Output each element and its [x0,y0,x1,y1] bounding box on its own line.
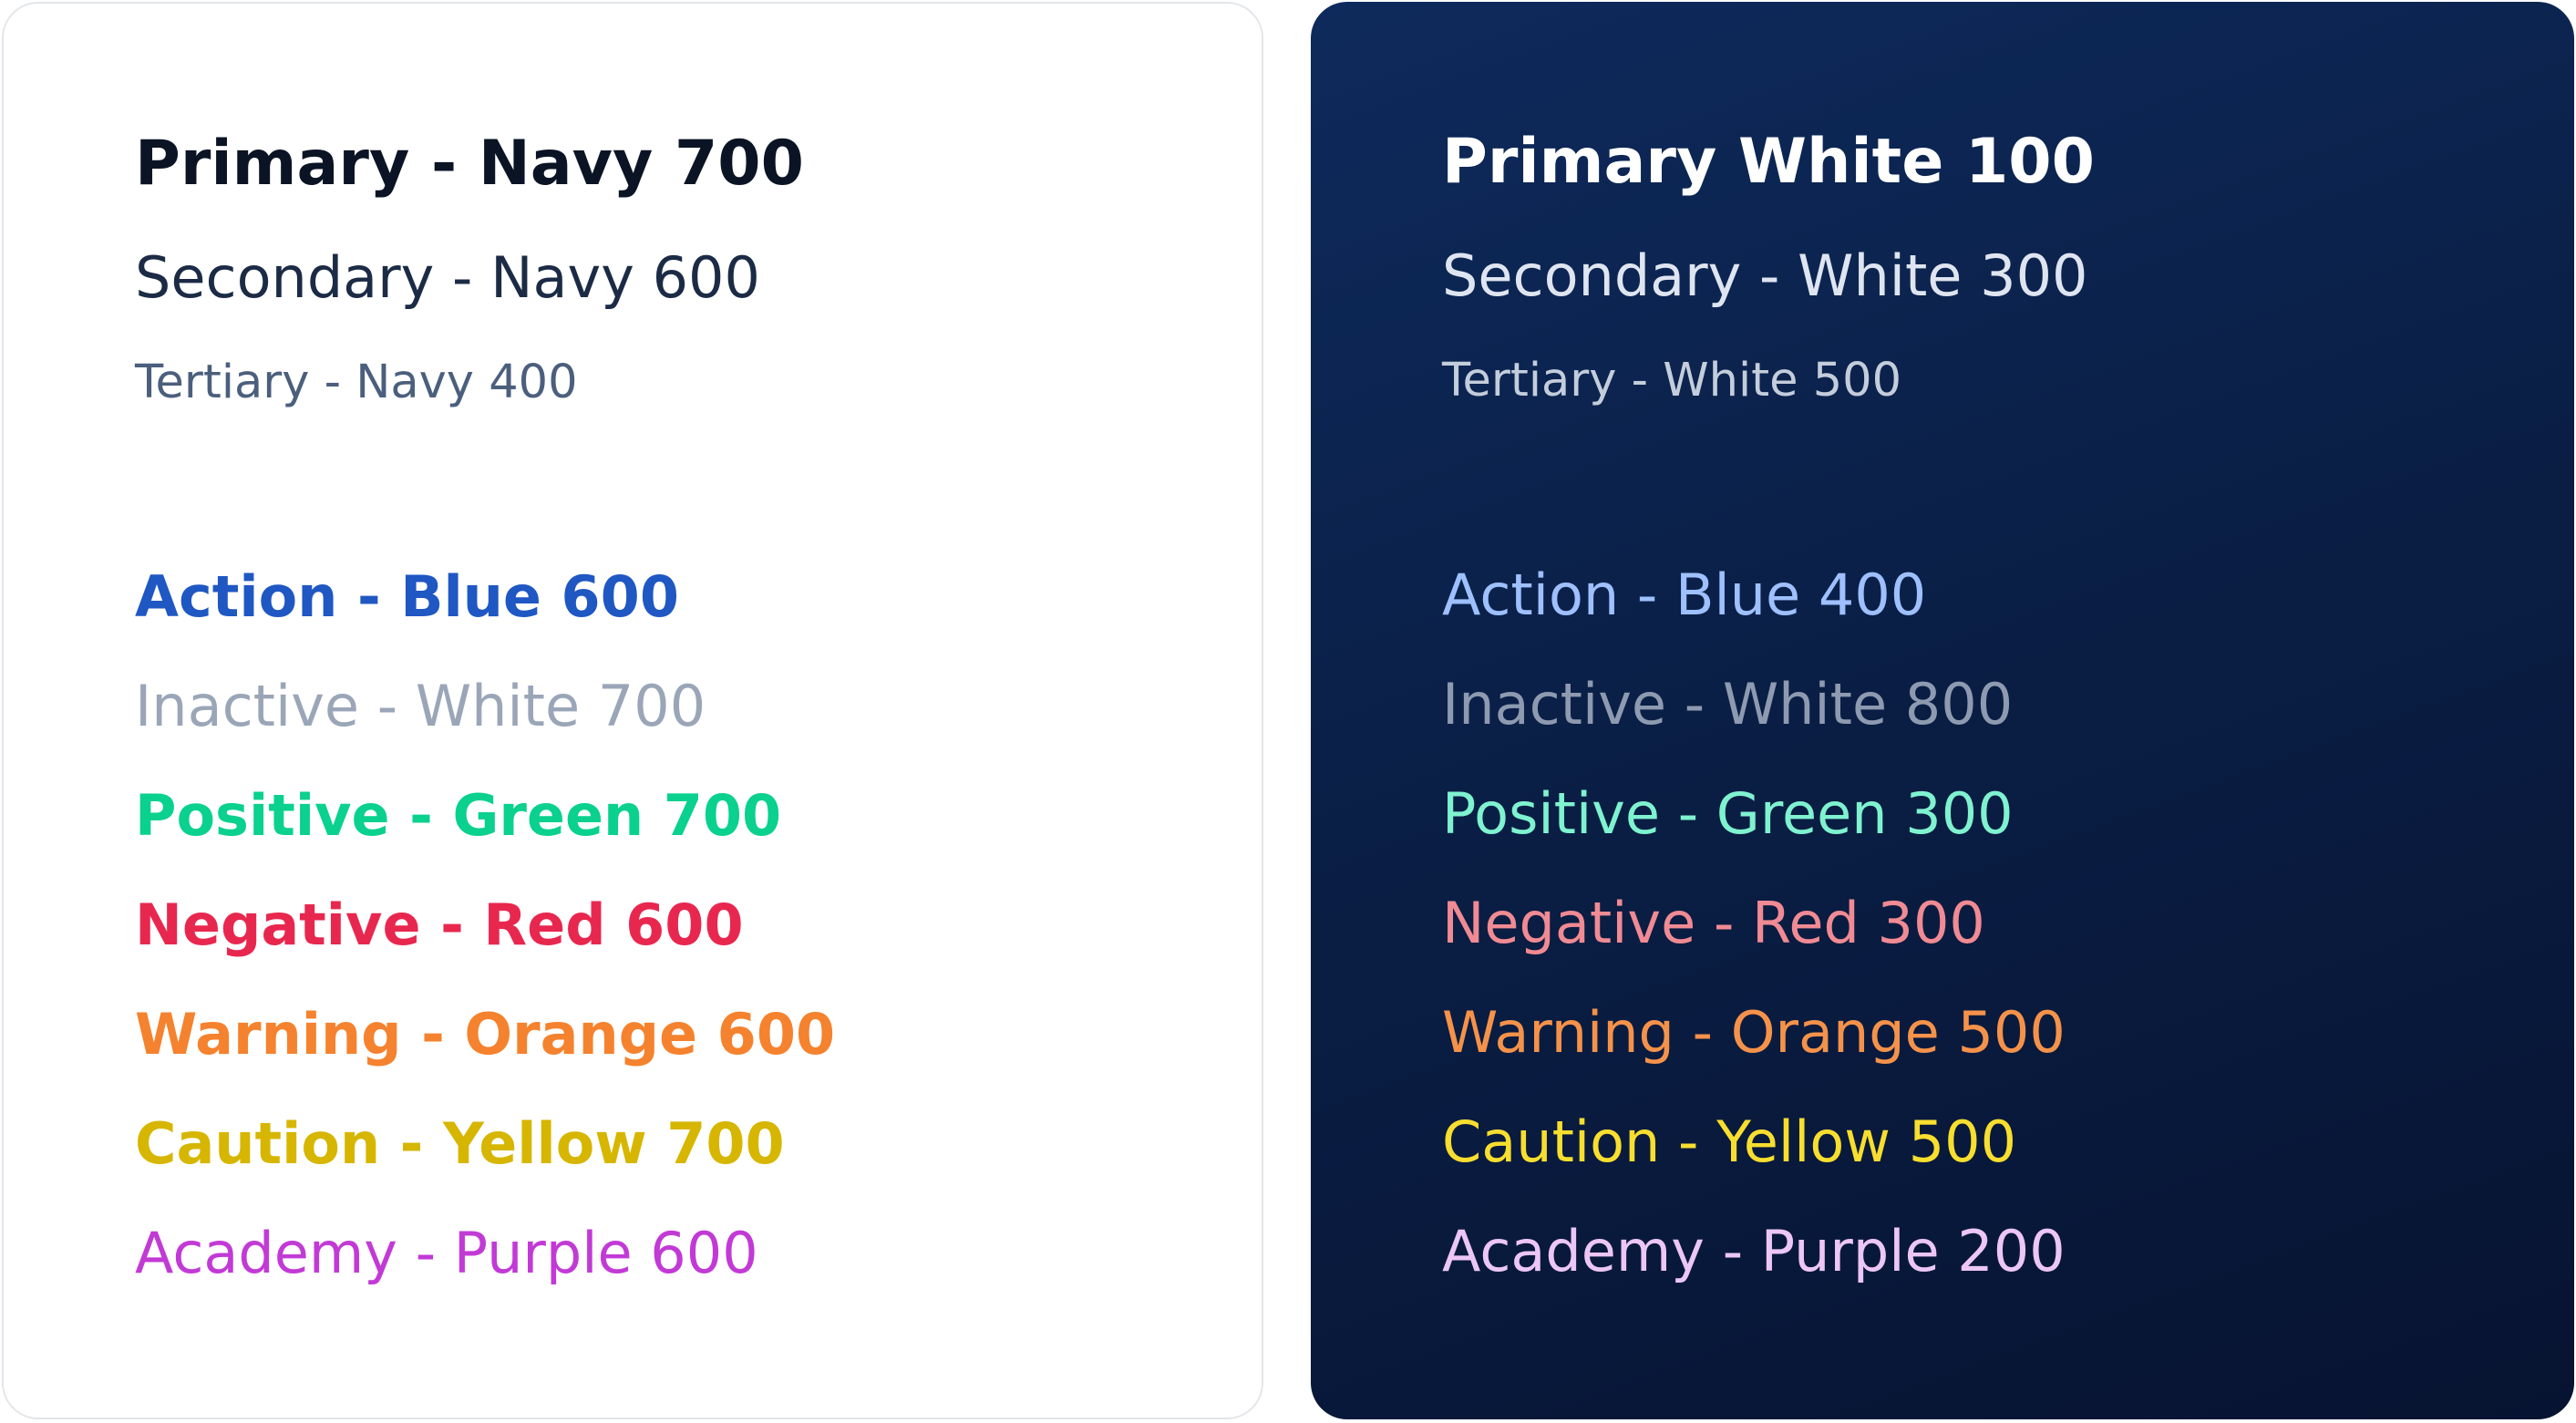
caution-color-sample: Caution - Yellow 500 [1442,1108,2017,1175]
action-color-sample: Action - Blue 400 [1442,562,1927,628]
primary-text-sample: Primary White 100 [1442,126,2095,198]
secondary-text-sample: Secondary - White 300 [1442,242,2088,309]
tertiary-text-sample: Tertiary - Navy 400 [135,356,578,409]
academy-color-sample: Academy - Purple 200 [1442,1218,2066,1284]
positive-color-sample: Positive - Green 700 [135,782,782,849]
warning-color-sample: Warning - Orange 600 [135,1001,836,1067]
caution-color-sample: Caution - Yellow 700 [135,1110,785,1177]
primary-text-sample: Primary - Navy 700 [135,128,804,200]
light-theme-card: Primary - Navy 700 Secondary - Navy 600 … [2,2,1263,1419]
inactive-color-sample: Inactive - White 800 [1442,671,2014,737]
action-color-sample: Action - Blue 600 [135,563,679,630]
tertiary-text-sample: Tertiary - White 500 [1442,354,1902,407]
dark-theme-card: Primary White 100 Secondary - White 300 … [1311,2,2574,1419]
negative-color-sample: Negative - Red 300 [1442,890,1985,956]
secondary-text-sample: Secondary - Navy 600 [135,244,760,311]
academy-color-sample: Academy - Purple 600 [135,1220,758,1286]
negative-color-sample: Negative - Red 600 [135,892,744,958]
inactive-color-sample: Inactive - White 700 [135,673,706,739]
positive-color-sample: Positive - Green 300 [1442,780,2014,847]
warning-color-sample: Warning - Orange 500 [1442,999,2066,1066]
